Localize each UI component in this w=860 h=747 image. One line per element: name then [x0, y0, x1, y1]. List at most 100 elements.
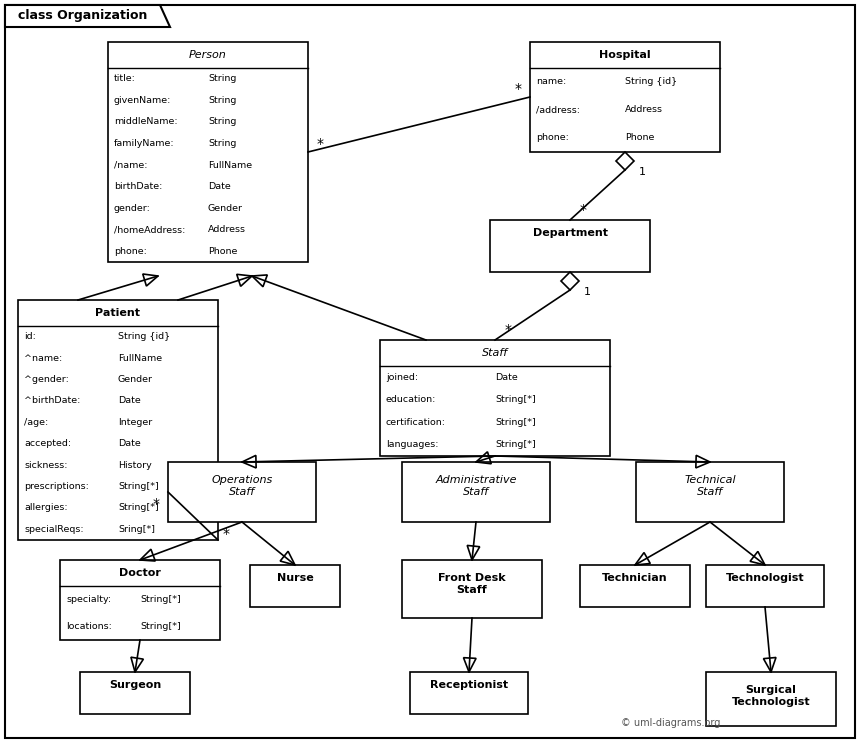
- Bar: [402, 462, 550, 522]
- Text: prescriptions:: prescriptions:: [24, 482, 89, 491]
- Text: Patient: Patient: [95, 308, 140, 318]
- Text: birthDate:: birthDate:: [114, 182, 163, 191]
- Bar: [580, 565, 690, 607]
- Text: Person: Person: [189, 50, 227, 60]
- Text: FullName: FullName: [118, 353, 163, 362]
- Text: String[*]: String[*]: [118, 482, 159, 491]
- Text: Department: Department: [532, 228, 607, 238]
- Text: class Organization: class Organization: [18, 10, 147, 22]
- Text: String[*]: String[*]: [118, 503, 159, 512]
- Polygon shape: [5, 5, 170, 27]
- Text: ^gender:: ^gender:: [24, 375, 69, 384]
- Text: Nurse: Nurse: [277, 573, 313, 583]
- Bar: [60, 560, 220, 640]
- Text: 1: 1: [639, 167, 646, 177]
- Text: Gender: Gender: [118, 375, 153, 384]
- Text: Administrative
Staff: Administrative Staff: [435, 475, 517, 497]
- Text: Technician: Technician: [602, 573, 668, 583]
- Bar: [410, 672, 528, 714]
- Bar: [108, 42, 308, 262]
- Bar: [168, 462, 316, 522]
- Text: Surgical
Technologist: Surgical Technologist: [732, 685, 810, 707]
- Text: allergies:: allergies:: [24, 503, 68, 512]
- Text: String: String: [208, 139, 237, 148]
- Text: String[*]: String[*]: [495, 395, 536, 404]
- Text: © uml-diagrams.org: © uml-diagrams.org: [621, 718, 721, 728]
- Text: givenName:: givenName:: [114, 96, 171, 105]
- Text: id:: id:: [24, 332, 36, 341]
- Text: *: *: [316, 137, 323, 151]
- Text: specialReqs:: specialReqs:: [24, 525, 83, 534]
- Text: Sring[*]: Sring[*]: [118, 525, 155, 534]
- Text: phone:: phone:: [114, 247, 147, 255]
- Text: *: *: [223, 527, 230, 541]
- Bar: [402, 560, 542, 618]
- Text: gender:: gender:: [114, 204, 150, 213]
- Text: String[*]: String[*]: [495, 440, 536, 449]
- Text: Front Desk
Staff: Front Desk Staff: [439, 573, 506, 595]
- Text: Phone: Phone: [208, 247, 237, 255]
- Text: String[*]: String[*]: [140, 622, 181, 631]
- Text: sickness:: sickness:: [24, 461, 67, 470]
- Text: String[*]: String[*]: [140, 595, 181, 604]
- Text: String: String: [208, 74, 237, 83]
- Text: /age:: /age:: [24, 418, 48, 427]
- Text: certification:: certification:: [386, 418, 446, 427]
- Text: Receptionist: Receptionist: [430, 680, 508, 690]
- Text: languages:: languages:: [386, 440, 439, 449]
- Text: Doctor: Doctor: [119, 568, 161, 578]
- Text: FullName: FullName: [208, 161, 252, 170]
- Text: title:: title:: [114, 74, 136, 83]
- Text: Integer: Integer: [118, 418, 152, 427]
- Polygon shape: [561, 272, 579, 290]
- Text: *: *: [514, 82, 521, 96]
- Bar: [18, 300, 218, 540]
- Text: familyName:: familyName:: [114, 139, 175, 148]
- Text: *: *: [152, 497, 159, 511]
- Bar: [530, 42, 720, 152]
- Text: locations:: locations:: [66, 622, 112, 631]
- Text: String: String: [208, 117, 237, 126]
- Text: joined:: joined:: [386, 373, 418, 382]
- Text: name:: name:: [536, 78, 566, 87]
- Text: Address: Address: [625, 105, 663, 114]
- Bar: [380, 340, 610, 456]
- Text: Phone: Phone: [625, 134, 654, 143]
- Text: 1: 1: [584, 287, 591, 297]
- Text: ^birthDate:: ^birthDate:: [24, 397, 80, 406]
- Text: Staff: Staff: [482, 348, 508, 358]
- Text: String {id}: String {id}: [118, 332, 170, 341]
- Bar: [706, 672, 836, 726]
- Text: Gender: Gender: [208, 204, 243, 213]
- Text: specialty:: specialty:: [66, 595, 111, 604]
- Text: Date: Date: [208, 182, 230, 191]
- Text: History: History: [118, 461, 151, 470]
- Text: Surgeon: Surgeon: [109, 680, 161, 690]
- Text: Technologist: Technologist: [726, 573, 804, 583]
- Text: Date: Date: [495, 373, 518, 382]
- Text: Technical
Staff: Technical Staff: [685, 475, 736, 497]
- Text: String[*]: String[*]: [495, 418, 536, 427]
- Bar: [636, 462, 784, 522]
- Text: accepted:: accepted:: [24, 439, 71, 448]
- Text: phone:: phone:: [536, 134, 568, 143]
- Bar: [250, 565, 340, 607]
- Text: middleName:: middleName:: [114, 117, 178, 126]
- Text: Hospital: Hospital: [599, 50, 651, 60]
- Text: Date: Date: [118, 397, 141, 406]
- Text: *: *: [580, 203, 587, 217]
- Polygon shape: [616, 152, 634, 170]
- Bar: [80, 672, 190, 714]
- Bar: [706, 565, 824, 607]
- Text: education:: education:: [386, 395, 436, 404]
- Text: /homeAddress:: /homeAddress:: [114, 225, 186, 234]
- Text: String: String: [208, 96, 237, 105]
- Bar: [490, 220, 650, 272]
- Text: Operations
Staff: Operations Staff: [212, 475, 273, 497]
- Text: String {id}: String {id}: [625, 78, 677, 87]
- Text: Address: Address: [208, 225, 246, 234]
- Text: ^name:: ^name:: [24, 353, 62, 362]
- Text: /address:: /address:: [536, 105, 580, 114]
- Text: *: *: [505, 323, 512, 337]
- Text: /name:: /name:: [114, 161, 148, 170]
